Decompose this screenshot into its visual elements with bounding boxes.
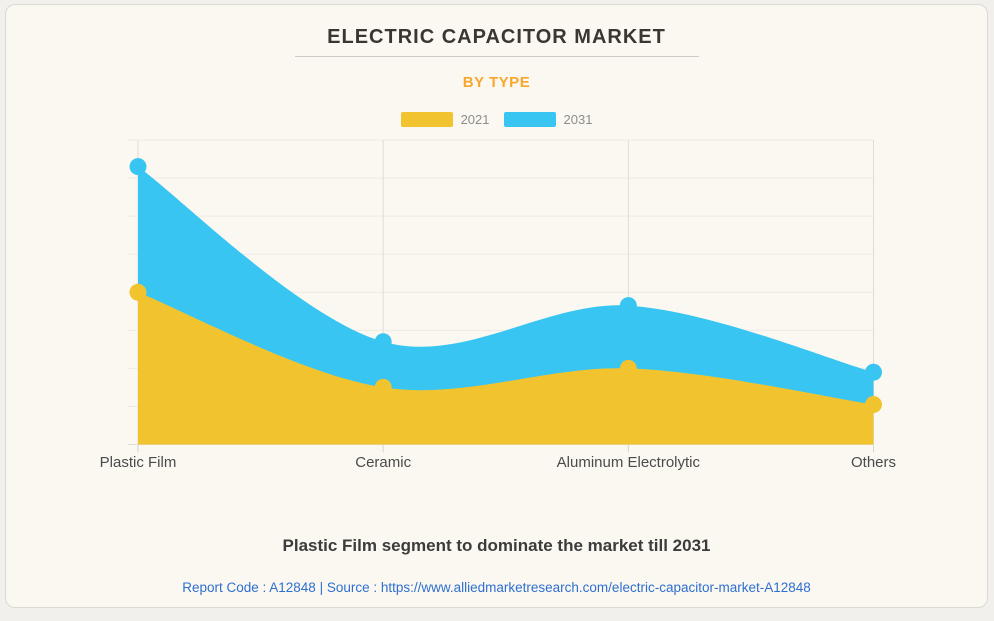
report-source-line[interactable]: Report Code : A12848 | Source : https://… bbox=[182, 580, 811, 595]
legend-swatch-2031 bbox=[503, 112, 556, 127]
chart-card: ELECTRIC CAPACITOR MARKET BY TYPE 2021 20… bbox=[5, 4, 988, 608]
chart-title: ELECTRIC CAPACITOR MARKET bbox=[327, 26, 666, 48]
x-axis-label-plastic-film: Plastic Film bbox=[100, 454, 177, 471]
data-point-2031-others[interactable] bbox=[865, 363, 882, 381]
legend-label: 2031 bbox=[563, 112, 593, 127]
data-point-2021-aluminum-electrolytic[interactable] bbox=[619, 359, 637, 377]
data-point-2021-plastic-film[interactable] bbox=[129, 283, 147, 301]
data-point-2021-others[interactable] bbox=[865, 396, 882, 413]
legend-item-2021[interactable]: 2021 bbox=[400, 112, 490, 127]
x-axis-label-others: Others bbox=[851, 454, 896, 471]
data-point-2031-aluminum-electrolytic[interactable] bbox=[619, 297, 637, 315]
area-series-2021 bbox=[138, 292, 874, 445]
data-point-2031-plastic-film[interactable] bbox=[129, 158, 147, 176]
x-axis-label-ceramic: Ceramic bbox=[355, 454, 411, 471]
legend: 2021 2031 bbox=[6, 112, 987, 127]
legend-label: 2021 bbox=[460, 112, 490, 127]
section-label: BY TYPE bbox=[462, 74, 531, 91]
data-point-2031-ceramic[interactable] bbox=[374, 333, 392, 351]
legend-swatch-2021 bbox=[400, 112, 453, 127]
chart-footnote: Plastic Film segment to dominate the mar… bbox=[282, 536, 711, 555]
x-axis-label-aluminum-electrolytic: Aluminum Electrolytic bbox=[557, 454, 701, 471]
data-point-2021-ceramic[interactable] bbox=[374, 378, 392, 396]
title-divider bbox=[294, 56, 699, 57]
legend-item-2031[interactable]: 2031 bbox=[503, 112, 593, 127]
area-chart: Plastic Film Ceramic Aluminum Electrolytic… bbox=[100, 139, 896, 471]
